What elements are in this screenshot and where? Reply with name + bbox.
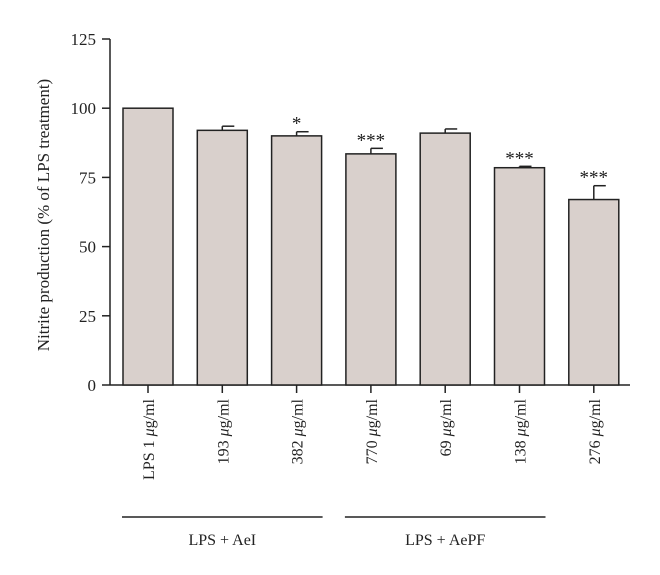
x-tick-labels: LPS 1 μg/ml 193 μg/ml 382 μg/ml 770 μg/ml 69… [141, 398, 604, 480]
x-tick-label: 276 μg/ml [587, 398, 604, 464]
x-tick-label: 193 μg/ml [215, 398, 232, 464]
bars: ********** [122, 107, 620, 386]
bar [419, 132, 471, 386]
y-tick-label: 0 [88, 376, 97, 395]
group-label: LPS + AeI [188, 532, 256, 549]
y-tick-label: 100 [71, 99, 97, 118]
y-axis-label: Nitrite production (% of LPS treatment) [34, 79, 53, 351]
x-tick-label: 69 μg/ml [438, 398, 455, 456]
significance-mark: *** [580, 168, 609, 189]
bar [568, 198, 620, 386]
y-tick-label: 25 [79, 307, 96, 326]
y-tick-label: 125 [71, 30, 97, 49]
significance-mark: *** [357, 130, 386, 151]
bar [196, 129, 249, 386]
x-tick-label: 770 μg/ml [364, 398, 381, 464]
significance-mark: * [292, 114, 302, 135]
x-tick-label: 138 μg/ml [513, 398, 530, 464]
y-tick-label: 50 [79, 238, 96, 257]
significance-mark: *** [505, 148, 534, 169]
group-brackets: LPS + AeI LPS + AePF [122, 516, 546, 549]
x-tick-label: 382 μg/ml [290, 398, 307, 464]
group-label: LPS + AePF [405, 532, 485, 549]
x-tick-label: LPS 1 μg/ml [141, 398, 158, 480]
y-tick-label: 75 [79, 168, 96, 187]
bar [345, 153, 397, 386]
bar [122, 107, 174, 386]
bar [493, 166, 546, 386]
bar [270, 135, 323, 386]
